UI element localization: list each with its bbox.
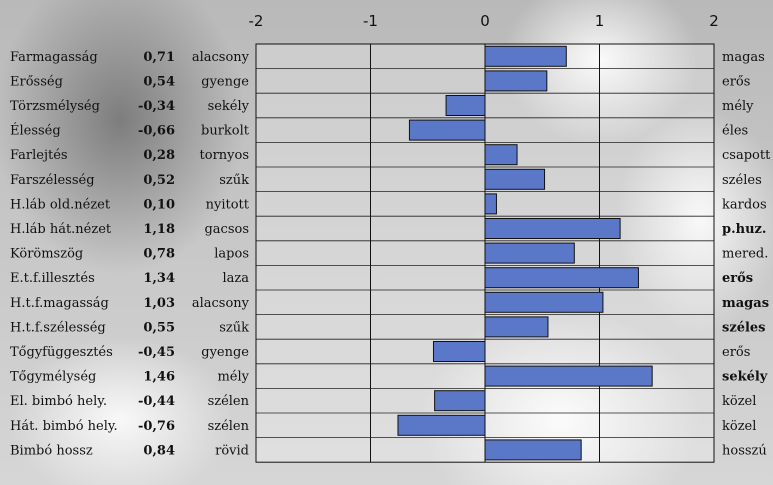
bar — [484, 168, 546, 190]
breeding-value-label: 0,10 — [143, 197, 175, 212]
x-tick-label: 0 — [480, 12, 490, 30]
trait-label: Farszélesség — [10, 173, 95, 188]
trait-label: E.t.f.illesztés — [10, 271, 95, 286]
right-pole-label: p.huz. — [722, 222, 766, 237]
plot-area — [255, 43, 715, 463]
right-pole-label: mély — [722, 99, 754, 114]
trait-label: El. bimbó hely. — [10, 394, 107, 409]
left-pole-label: laza — [222, 271, 249, 286]
bar — [408, 119, 486, 141]
bar — [484, 316, 549, 338]
right-pole-label: erős — [722, 345, 750, 360]
right-pole-label: közel — [722, 394, 756, 409]
left-pole-label: gyenge — [201, 345, 249, 360]
breeding-value-label: 1,46 — [143, 370, 175, 385]
bar — [484, 70, 548, 92]
breeding-value-label: 1,18 — [143, 222, 175, 237]
x-tick-label: -2 — [249, 12, 264, 30]
bar — [484, 267, 639, 289]
trait-label: H.t.f.magasság — [10, 296, 109, 311]
left-pole-label: tornyos — [200, 148, 249, 163]
breeding-value-label: -0,66 — [138, 124, 175, 139]
right-pole-label: hosszú — [722, 443, 767, 458]
trait-label: H.láb old.nézet — [10, 197, 111, 212]
breeding-value-label: 1,34 — [143, 271, 175, 286]
breeding-value-label: 1,03 — [143, 296, 175, 311]
left-pole-label: gyenge — [201, 74, 249, 89]
bar — [434, 390, 486, 412]
bar — [484, 291, 604, 313]
left-pole-label: lapos — [214, 247, 249, 262]
right-pole-label: mered. — [722, 247, 768, 262]
left-pole-label: gacsos — [204, 222, 249, 237]
left-pole-label: szélen — [208, 419, 250, 434]
bar — [484, 365, 653, 387]
breeding-value-label: -0,44 — [138, 394, 175, 409]
bar — [484, 144, 518, 166]
trait-label: Körömszög — [10, 247, 83, 262]
breeding-value-label: 0,28 — [143, 148, 175, 163]
x-tick-label: 2 — [709, 12, 719, 30]
breeding-value-label: 0,71 — [143, 50, 175, 65]
bar — [484, 218, 621, 239]
trait-label: H.t.f.szélesség — [10, 320, 106, 335]
right-pole-label: széles — [722, 320, 766, 335]
bar — [484, 45, 567, 67]
trait-label: Tőgyfüggesztés — [10, 345, 113, 360]
left-pole-label: szélen — [208, 394, 250, 409]
trait-label: Törzsmélység — [10, 99, 100, 114]
x-tick-label: 1 — [595, 12, 605, 30]
bar — [432, 341, 486, 362]
trait-label: Farmagasság — [10, 50, 98, 65]
right-pole-label: erős — [722, 74, 750, 89]
axis-tick-labels: -2 -1 0 1 2 — [249, 12, 719, 30]
left-pole-label: szűk — [219, 320, 249, 335]
right-pole-label: közel — [722, 419, 756, 434]
bar — [445, 95, 486, 116]
breeding-value-label: -0,76 — [138, 419, 175, 434]
breeding-value-label: 0,54 — [143, 74, 175, 89]
left-pole-label: szűk — [219, 173, 249, 188]
right-pole-label: széles — [722, 173, 762, 188]
breeding-value-label: 0,52 — [143, 173, 175, 188]
trait-label: Farlejtés — [10, 148, 68, 163]
left-pole-label: alacsony — [192, 296, 250, 311]
right-pole-label: erős — [722, 271, 753, 286]
breeding-value-label: -0,34 — [138, 99, 175, 114]
left-pole-label: sekély — [208, 99, 250, 114]
trait-label: Erősség — [10, 74, 63, 89]
bar — [484, 242, 575, 264]
left-pole-label: rövid — [215, 443, 249, 458]
left-pole-label: burkolt — [201, 124, 250, 139]
left-pole-label: mély — [217, 370, 249, 385]
row-labels: Farmagasság 0,71 alacsony magas Erősség 0,54 g… — [10, 50, 771, 459]
left-pole-label: nyitott — [206, 197, 250, 212]
right-pole-label: csapott — [722, 148, 771, 163]
right-pole-label: éles — [722, 124, 748, 139]
bar — [484, 439, 582, 461]
bar — [484, 193, 497, 215]
trait-label: Tőgymélység — [10, 370, 96, 385]
breeding-value-label: 0,55 — [143, 320, 175, 335]
trait-label: Bimbó hossz — [10, 443, 93, 458]
breeding-value-label: 0,84 — [143, 443, 175, 458]
left-pole-label: alacsony — [192, 50, 250, 65]
bar — [397, 414, 486, 436]
breeding-value-label: -0,45 — [138, 345, 175, 360]
right-pole-label: sekély — [722, 370, 768, 385]
breeding-value-label: 0,78 — [143, 247, 175, 262]
right-pole-label: kardos — [722, 197, 767, 212]
right-pole-label: magas — [722, 296, 769, 311]
right-pole-label: magas — [722, 50, 765, 65]
x-tick-label: -1 — [363, 12, 378, 30]
trait-label: Élesség — [10, 123, 61, 139]
trait-label: H.láb hát.nézet — [10, 222, 112, 237]
trait-label: Hát. bimbó hely. — [10, 419, 118, 434]
